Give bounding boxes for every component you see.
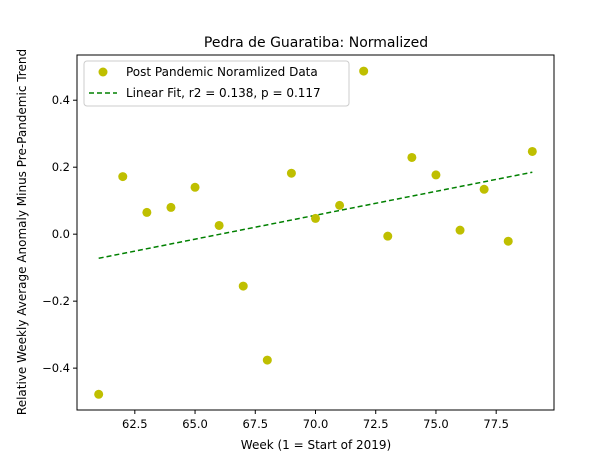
data-point xyxy=(238,281,248,291)
legend-label-fit: Linear Fit, r2 = 0.138, p = 0.117 xyxy=(126,86,321,100)
chart-title: Pedra de Guaratiba: Normalized xyxy=(204,35,428,51)
data-point xyxy=(262,355,272,365)
data-point xyxy=(455,225,465,235)
legend-marker-scatter xyxy=(98,67,108,77)
x-tick-label: 62.5 xyxy=(122,417,148,431)
legend: Post Pandemic Noramlized Data Linear Fit… xyxy=(83,60,350,107)
data-point xyxy=(383,231,393,241)
y-axis: −0.4 −0.2 0.0 0.2 0.4 xyxy=(42,93,77,375)
data-point xyxy=(527,146,537,156)
y-tick-label: −0.2 xyxy=(42,294,70,308)
x-tick-label: 70.0 xyxy=(303,417,329,431)
data-point xyxy=(407,152,417,162)
x-tick-label: 65.0 xyxy=(182,417,208,431)
plot-area xyxy=(76,54,555,411)
data-point xyxy=(503,236,513,246)
data-point xyxy=(142,207,152,217)
linear-fit-line xyxy=(98,171,533,260)
data-point xyxy=(359,66,369,76)
data-point xyxy=(479,184,489,194)
legend-label-scatter: Post Pandemic Noramlized Data xyxy=(126,65,318,79)
x-tick-label: 67.5 xyxy=(242,417,268,431)
y-tick-label: 0.4 xyxy=(52,93,70,107)
data-point xyxy=(190,182,200,192)
x-axis-label: Week (1 = Start of 2019) xyxy=(241,438,391,452)
data-point xyxy=(431,170,441,180)
data-point xyxy=(311,213,320,223)
y-tick-label: −0.4 xyxy=(42,361,70,375)
y-axis-label: Relative Weekly Average Anomaly Minus Pr… xyxy=(15,49,29,415)
legend-box xyxy=(83,60,350,107)
x-tick-label: 72.5 xyxy=(363,417,389,431)
data-point xyxy=(118,172,128,182)
data-point xyxy=(94,389,104,399)
data-point xyxy=(286,168,296,178)
y-tick-label: 0.0 xyxy=(52,227,70,241)
data-point xyxy=(214,220,224,230)
scatter-points-layer xyxy=(94,66,537,399)
x-axis: 62.5 65.0 67.5 70.0 72.5 75.0 77.5 xyxy=(122,410,509,431)
data-point xyxy=(335,200,345,210)
data-point xyxy=(166,202,176,212)
y-tick-label: 0.2 xyxy=(52,160,70,174)
x-tick-label: 75.0 xyxy=(423,417,449,431)
x-tick-label: 77.5 xyxy=(483,417,509,431)
fit-line-layer xyxy=(98,171,533,260)
